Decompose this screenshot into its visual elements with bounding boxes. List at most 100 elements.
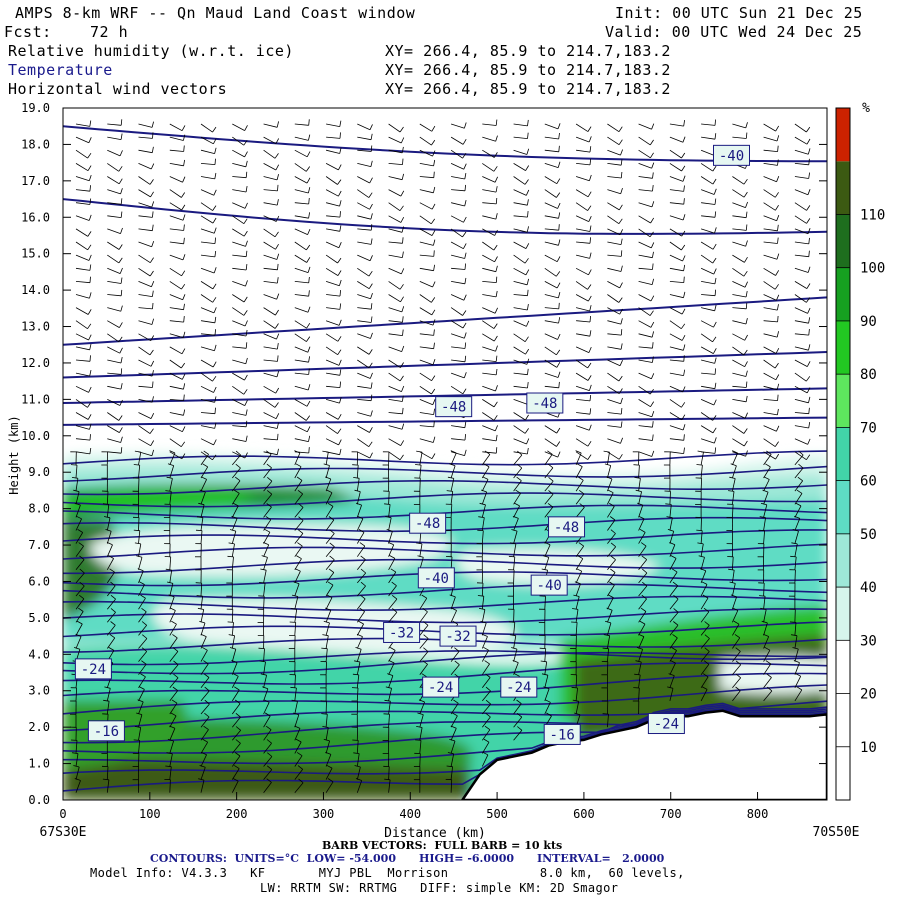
wind-barb <box>607 399 621 405</box>
wind-barb <box>326 228 340 232</box>
wind-barb-flag <box>526 438 530 445</box>
wind-barb <box>106 585 116 597</box>
wind-barb-flag <box>681 152 686 159</box>
wind-barb <box>732 346 745 356</box>
wind-barb <box>106 701 110 715</box>
wind-barb <box>669 531 675 544</box>
contour-label: -24 <box>506 680 531 696</box>
wind-barb <box>75 598 85 610</box>
valid-time: Valid: 00 UTC Wed 24 Dec 25 <box>605 23 863 41</box>
wind-barb-flag <box>120 305 123 312</box>
wind-barb-flag <box>712 243 717 250</box>
barb-legend: BARB VECTORS: FULL BARB = 10 kts <box>322 839 563 852</box>
wind-barb-flag <box>759 516 766 518</box>
wind-barb <box>169 478 173 492</box>
wind-barb <box>200 346 215 352</box>
wind-barb <box>513 189 527 196</box>
wind-barb <box>451 189 466 192</box>
wind-barb <box>638 123 652 130</box>
wind-barb-flag <box>587 284 592 290</box>
wind-barb-flag <box>777 408 779 415</box>
wind-barb <box>669 359 684 362</box>
wind-barb-flag <box>214 407 216 414</box>
wind-barb <box>575 558 584 571</box>
wind-barb <box>263 333 277 340</box>
wind-barb-flag <box>308 276 310 283</box>
wind-barb <box>794 530 799 544</box>
wind-barb <box>388 294 401 303</box>
wind-barb-flag <box>744 334 748 341</box>
wind-barb <box>544 480 554 492</box>
wind-barb-flag <box>369 177 373 184</box>
wind-barb <box>169 610 176 623</box>
wind-barb <box>732 596 737 610</box>
wind-barb-flag <box>495 368 498 375</box>
x-tick-label: 600 <box>573 807 595 821</box>
wind-barb <box>669 176 684 182</box>
wind-barb-flag <box>618 454 623 460</box>
wind-barb-flag <box>339 397 342 404</box>
wind-barb-flag <box>235 712 241 718</box>
wind-barb <box>482 241 495 251</box>
wind-barb <box>388 399 403 402</box>
wind-barb <box>294 123 309 126</box>
wind-barb <box>481 741 490 754</box>
wind-barb <box>232 425 247 428</box>
wind-barb <box>75 189 90 192</box>
wind-barb <box>419 438 434 443</box>
wind-barb-flag <box>102 503 109 505</box>
wind-barb <box>325 267 339 276</box>
wind-barb-flag <box>259 660 266 663</box>
wind-barb <box>325 767 333 780</box>
wind-barb <box>106 598 116 610</box>
wind-barb-flag <box>110 608 116 613</box>
wind-barb <box>513 454 523 466</box>
wind-barb-flag <box>290 686 297 689</box>
wind-barb-flag <box>775 270 780 276</box>
wind-barb-flag <box>120 357 123 364</box>
wind-barb <box>138 254 151 264</box>
wind-barb-flag <box>202 463 208 468</box>
wind-barb-flag <box>327 581 334 586</box>
wind-barb-flag <box>150 335 155 341</box>
wind-barb <box>294 241 307 251</box>
wind-barb-flag <box>203 660 209 665</box>
wind-barb <box>732 123 746 129</box>
wind-barb <box>700 664 710 675</box>
wind-barb-flag <box>714 211 717 218</box>
wind-barb-flag <box>640 607 647 612</box>
wind-barb-flag <box>525 189 530 196</box>
wind-barb <box>231 493 240 505</box>
wind-barb-flag <box>214 237 216 244</box>
wind-barb-flag <box>620 187 623 194</box>
wind-barb-flag <box>152 381 154 388</box>
wind-barb <box>544 281 558 289</box>
wind-barb-flag <box>401 268 405 275</box>
wind-barb-flag <box>714 357 717 364</box>
wind-barb-flag <box>401 173 404 180</box>
wind-barb <box>513 399 527 405</box>
wind-barb <box>356 465 359 479</box>
wind-barb <box>669 637 678 649</box>
wind-barb-flag <box>329 555 335 561</box>
wind-barb-flag <box>87 152 92 159</box>
contour-line <box>63 702 827 744</box>
wind-barb-flag <box>704 621 710 626</box>
wind-barb <box>388 571 397 584</box>
wind-barb <box>200 294 213 303</box>
wind-barb-flag <box>652 421 654 428</box>
wind-barb <box>388 517 392 531</box>
wind-barb <box>763 650 771 662</box>
wind-barb <box>513 412 526 421</box>
y-tick-label: 0.0 <box>28 793 50 807</box>
wind-barb-flag <box>544 699 551 703</box>
field-humidity: Relative humidity (w.r.t. ice) <box>8 42 294 60</box>
wind-barb <box>138 149 153 154</box>
wind-barb-flag <box>651 278 654 285</box>
wind-barb <box>138 346 151 356</box>
wind-barb-flag <box>149 179 154 185</box>
wind-barb-flag <box>73 647 81 650</box>
wind-barb <box>732 425 745 434</box>
wind-barb <box>200 136 214 145</box>
wind-barb-flag <box>777 315 779 322</box>
